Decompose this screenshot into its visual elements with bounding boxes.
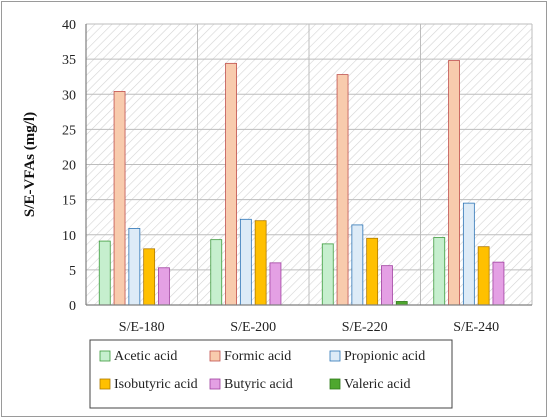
bar [128,228,141,306]
bars-layer [98,60,505,306]
legend-label: Acetic acid [114,349,177,364]
y-tick-label: 0 [69,299,76,314]
y-tick-label: 35 [62,53,76,68]
x-tick-label: S/E-200 [230,320,276,335]
legend-label: Propionic acid [344,349,425,364]
x-tick-labels: S/E-180 S/E-200 S/E-220 S/E-240 [119,320,499,335]
y-tick-label: 10 [62,229,76,244]
bar [321,243,334,306]
legend-box [89,339,453,409]
bar [448,60,460,306]
bar [113,91,126,306]
y-tick-label: 25 [62,123,76,138]
x-tick-label: S/E-220 [342,320,388,335]
axes [85,24,532,306]
bar [158,267,170,306]
y-axis-label: S/E-VFAs (mg/l) [22,112,38,217]
bar [462,202,475,306]
bar [98,240,111,306]
legend-swatch [329,378,341,390]
bar [351,224,364,306]
bar [366,237,379,306]
bar [477,246,490,306]
bar [239,218,252,306]
legend-label: Valeric acid [344,377,410,392]
x-tick-label: S/E-180 [119,320,165,335]
y-tick-label: 20 [62,159,76,174]
legend-label: Formic acid [224,349,291,364]
bar [433,237,446,306]
bar [254,220,267,306]
legend-swatch [209,350,221,362]
x-tick-label: S/E-240 [453,320,499,335]
legend: Acetic acid Formic acid Propionic acid Isob… [89,339,453,409]
y-tick-label: 40 [62,18,76,33]
bar [381,265,393,306]
bar [269,262,282,306]
bar [143,248,156,306]
y-tick-label: 30 [62,88,76,103]
legend-swatch [99,350,111,362]
bar [336,74,349,306]
legend-label: Isobutyric acid [114,377,198,392]
legend-swatch [99,378,111,390]
bar [225,62,237,306]
legend-label: Butyric acid [224,377,293,392]
y-tick-label: 15 [62,194,76,209]
legend-swatch [329,350,341,362]
y-tick-label: 5 [69,264,76,279]
bar [210,239,223,306]
legend-swatch [209,378,221,390]
bar [492,261,505,306]
y-tick-labels: 0 5 10 15 20 25 30 35 40 [62,18,76,314]
